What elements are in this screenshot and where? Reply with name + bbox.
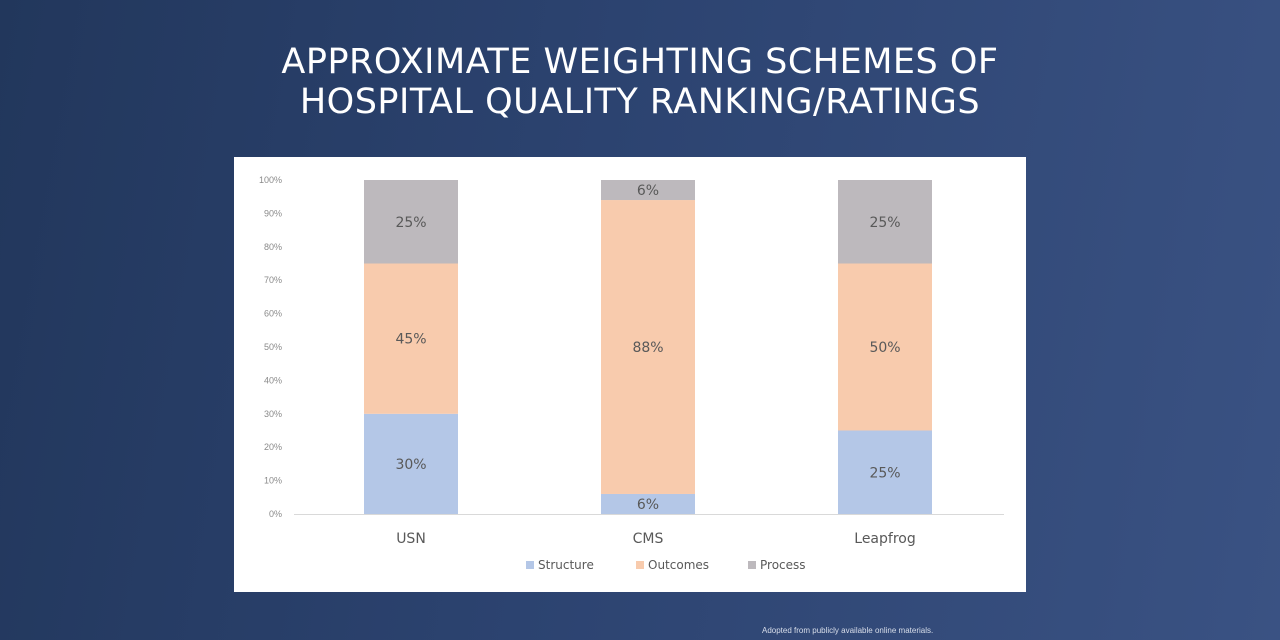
data-label: 25%	[869, 465, 900, 481]
chart-svg: 0% 10% 20% 30% 40% 50% 60% 70% 80% 90% 100% 30% 45% 2…	[259, 175, 1004, 572]
title-line-1: APPROXIMATE WEIGHTING SCHEMES OF	[281, 42, 999, 82]
legend-swatch-process	[748, 561, 756, 569]
x-tick-label: Leapfrog	[854, 531, 915, 547]
stacked-bar-chart: 0% 10% 20% 30% 40% 50% 60% 70% 80% 90% 100% 30% 45% 2…	[234, 157, 1026, 592]
y-tick-label: 0%	[269, 509, 282, 519]
bar-process-leapfrog	[838, 180, 932, 264]
bar-outcomes-leapfrog	[838, 263, 932, 431]
legend-swatch-structure	[526, 561, 534, 569]
data-label: 88%	[632, 340, 663, 356]
data-label: 25%	[869, 215, 900, 231]
legend-label-process: Process	[760, 558, 806, 572]
data-label: 30%	[395, 457, 426, 473]
legend-label-outcomes: Outcomes	[648, 558, 709, 572]
bar-process-usn	[364, 180, 458, 264]
y-tick-label: 100%	[259, 175, 282, 185]
bar-outcomes-usn	[364, 263, 458, 414]
y-tick-label: 70%	[264, 275, 282, 285]
bar-process-cms	[601, 180, 695, 201]
title-line-2: HOSPITAL QUALITY RANKING/RATINGS	[299, 82, 981, 122]
x-tick-label: USN	[396, 531, 426, 547]
slide-title: APPROXIMATE WEIGHTING SCHEMES OF HOSPITA…	[0, 42, 1280, 122]
y-tick-label: 90%	[264, 208, 282, 218]
data-label: 6%	[637, 183, 659, 199]
data-label: 45%	[395, 332, 426, 348]
y-tick-label: 60%	[264, 309, 282, 319]
legend-label-structure: Structure	[538, 558, 594, 572]
bar-outcomes-cms	[601, 200, 695, 494]
y-tick-label: 30%	[264, 409, 282, 419]
y-tick-label: 50%	[264, 342, 282, 352]
bar-structure-cms	[601, 493, 695, 514]
y-tick-label: 20%	[264, 442, 282, 452]
data-label: 50%	[869, 340, 900, 356]
y-tick-label: 80%	[264, 242, 282, 252]
y-tick-label: 10%	[264, 476, 282, 486]
data-label: 25%	[395, 215, 426, 231]
legend-swatch-outcomes	[636, 561, 644, 569]
x-tick-label: CMS	[633, 531, 664, 547]
bar-structure-leapfrog	[838, 430, 932, 514]
bar-structure-usn	[364, 413, 458, 514]
y-tick-label: 40%	[264, 375, 282, 385]
data-label: 6%	[637, 497, 659, 513]
footnote: Adopted from publicly available online m…	[762, 626, 934, 635]
